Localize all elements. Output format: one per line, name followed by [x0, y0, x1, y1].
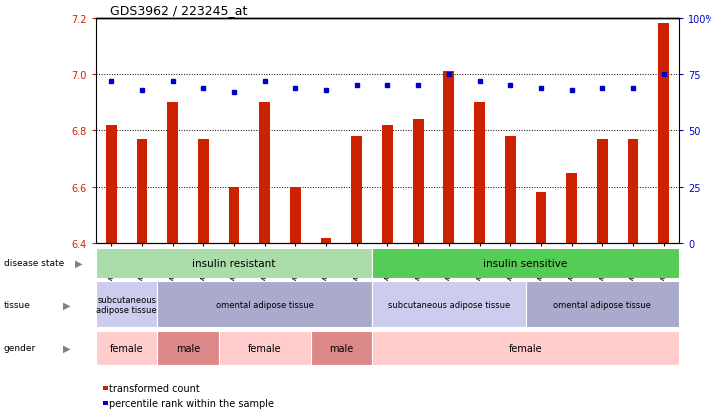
Text: subcutaneous
adipose tissue: subcutaneous adipose tissue: [97, 295, 157, 314]
Bar: [311, 331, 372, 365]
Text: GDS3962 / 223245_at: GDS3962 / 223245_at: [110, 4, 247, 17]
Text: female: female: [110, 343, 144, 353]
Text: ▶: ▶: [75, 258, 82, 268]
Text: disease state: disease state: [4, 259, 64, 268]
Bar: [535, 193, 546, 244]
Text: female: female: [248, 343, 282, 353]
Bar: [321, 238, 331, 244]
Bar: [474, 103, 485, 244]
Bar: [260, 103, 270, 244]
Bar: [157, 282, 372, 328]
Bar: [525, 282, 679, 328]
Bar: [382, 126, 393, 244]
Text: insulin resistant: insulin resistant: [193, 258, 276, 268]
Bar: [372, 248, 679, 278]
Text: female: female: [509, 343, 542, 353]
Bar: [372, 282, 525, 328]
Text: male: male: [329, 343, 353, 353]
Bar: [198, 140, 209, 244]
Bar: [505, 137, 515, 244]
Bar: [566, 173, 577, 244]
Bar: [597, 140, 608, 244]
Bar: [351, 137, 362, 244]
Bar: [106, 126, 117, 244]
Bar: [413, 120, 424, 244]
Text: omental adipose tissue: omental adipose tissue: [553, 300, 651, 309]
Text: subcutaneous adipose tissue: subcutaneous adipose tissue: [387, 300, 510, 309]
Bar: [157, 331, 219, 365]
Bar: [96, 331, 157, 365]
Text: tissue: tissue: [4, 300, 31, 309]
Bar: [167, 103, 178, 244]
Text: insulin sensitive: insulin sensitive: [483, 258, 567, 268]
Bar: [96, 282, 157, 328]
Text: gender: gender: [4, 344, 36, 352]
Bar: [444, 72, 454, 244]
Bar: [219, 331, 311, 365]
Text: percentile rank within the sample: percentile rank within the sample: [109, 398, 274, 408]
Bar: [372, 331, 679, 365]
Bar: [137, 140, 147, 244]
Text: omental adipose tissue: omental adipose tissue: [216, 300, 314, 309]
Bar: [290, 188, 301, 244]
Text: transformed count: transformed count: [109, 383, 201, 393]
Bar: [229, 188, 240, 244]
Text: ▶: ▶: [63, 299, 70, 310]
Bar: [628, 140, 638, 244]
Text: ▶: ▶: [63, 343, 70, 353]
Bar: [658, 24, 669, 244]
Bar: [96, 248, 372, 278]
Text: male: male: [176, 343, 201, 353]
